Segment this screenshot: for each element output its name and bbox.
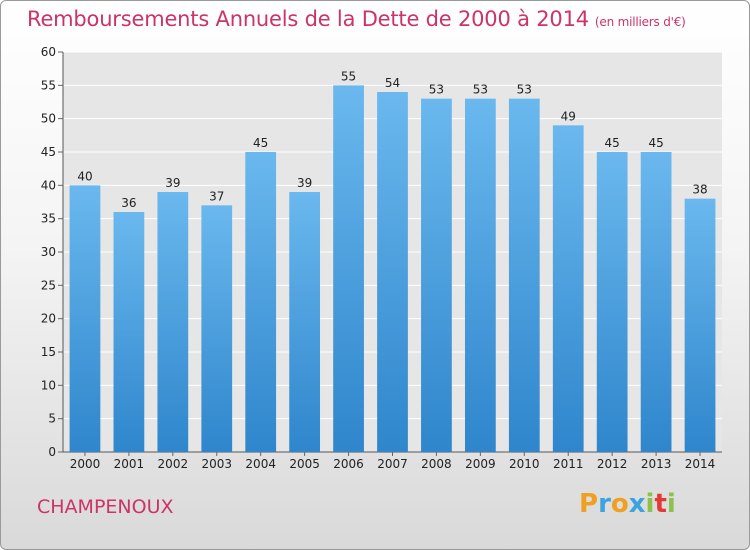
bar bbox=[596, 152, 628, 452]
y-tick-label: 10 bbox=[41, 378, 56, 392]
logo-letter: o bbox=[610, 489, 629, 519]
x-tick-label: 2007 bbox=[377, 457, 408, 471]
bar-value-label: 53 bbox=[473, 83, 488, 97]
x-tick-label: 2010 bbox=[509, 457, 540, 471]
logo-letter: t bbox=[654, 489, 667, 519]
y-tick-label: 40 bbox=[41, 178, 56, 192]
logo-letter: x bbox=[628, 489, 646, 519]
bar bbox=[377, 92, 408, 452]
bar-value-label: 38 bbox=[692, 183, 707, 197]
y-tick-label: 25 bbox=[41, 278, 56, 292]
bar bbox=[69, 185, 101, 453]
proxiti-logo: Proxiti bbox=[579, 489, 676, 519]
x-tick-label: 2003 bbox=[201, 457, 232, 471]
title-text: Remboursements Annuels de la Dette de 20… bbox=[27, 7, 589, 31]
y-tick-label: 15 bbox=[41, 345, 56, 359]
town-name: CHAMPENOUX bbox=[37, 496, 174, 518]
x-tick-label: 2011 bbox=[553, 457, 584, 471]
bar bbox=[640, 152, 672, 452]
y-tick-label: 5 bbox=[48, 412, 56, 426]
logo-letter: i bbox=[645, 489, 655, 519]
bar-value-label: 40 bbox=[77, 169, 92, 183]
x-tick-label: 2008 bbox=[421, 457, 452, 471]
x-tick-label: 2000 bbox=[70, 457, 101, 471]
y-tick-label: 30 bbox=[41, 245, 56, 259]
bar-value-label: 39 bbox=[297, 176, 312, 190]
bar bbox=[508, 98, 540, 453]
bar-value-label: 53 bbox=[517, 83, 532, 97]
x-tick-label: 2002 bbox=[158, 457, 189, 471]
bar bbox=[157, 192, 189, 452]
bar-value-label: 37 bbox=[209, 189, 224, 203]
bar bbox=[464, 98, 496, 453]
bar bbox=[245, 152, 277, 452]
bar-value-label: 45 bbox=[605, 136, 620, 150]
chart-title: Remboursements Annuels de la Dette de 20… bbox=[27, 7, 686, 31]
bar-value-label: 55 bbox=[341, 69, 356, 83]
x-tick-label: 2009 bbox=[465, 457, 496, 471]
x-tick-label: 2014 bbox=[685, 457, 716, 471]
unit-label: (en milliers d'€) bbox=[594, 15, 686, 29]
x-tick-label: 2013 bbox=[641, 457, 672, 471]
bar-value-label: 39 bbox=[165, 176, 180, 190]
bar-value-label: 45 bbox=[648, 136, 663, 150]
bar-value-label: 36 bbox=[121, 196, 136, 210]
y-tick-label: 35 bbox=[41, 212, 56, 226]
x-tick-label: 2006 bbox=[333, 457, 364, 471]
x-tick-label: 2001 bbox=[114, 457, 145, 471]
logo-letter: i bbox=[666, 489, 676, 519]
logo-letter: P bbox=[579, 489, 599, 519]
bar bbox=[421, 98, 452, 453]
bar-value-label: 45 bbox=[253, 136, 268, 150]
bar-value-label: 53 bbox=[429, 83, 444, 97]
bar bbox=[552, 125, 584, 452]
y-tick-label: 0 bbox=[48, 445, 56, 459]
x-tick-label: 2012 bbox=[597, 457, 628, 471]
y-tick-label: 45 bbox=[41, 145, 56, 159]
bar bbox=[113, 212, 145, 452]
bar bbox=[201, 205, 233, 452]
logo-letter: r bbox=[598, 489, 611, 519]
bar bbox=[333, 85, 364, 452]
x-tick-label: 2004 bbox=[245, 457, 276, 471]
y-tick-label: 50 bbox=[41, 112, 56, 126]
bar bbox=[684, 198, 716, 452]
y-tick-label: 60 bbox=[41, 45, 56, 59]
bar bbox=[289, 192, 321, 452]
y-tick-label: 55 bbox=[41, 78, 56, 92]
y-tick-label: 20 bbox=[41, 312, 56, 326]
bar-value-label: 54 bbox=[385, 76, 400, 90]
bar-value-label: 49 bbox=[561, 109, 576, 123]
x-tick-label: 2005 bbox=[289, 457, 320, 471]
